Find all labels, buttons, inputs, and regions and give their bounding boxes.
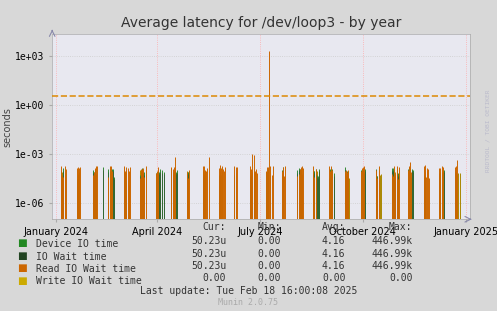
Text: IO Wait time: IO Wait time <box>36 252 106 262</box>
Text: Device IO time: Device IO time <box>36 239 118 249</box>
Y-axis label: seconds: seconds <box>2 107 12 147</box>
Text: RRDTOOL / TOBI OETIKER: RRDTOOL / TOBI OETIKER <box>486 89 491 172</box>
Text: 0.00: 0.00 <box>257 248 281 258</box>
Text: 0.00: 0.00 <box>322 273 345 283</box>
Text: Max:: Max: <box>389 222 413 232</box>
Text: 50.23u: 50.23u <box>191 236 226 246</box>
Text: ■: ■ <box>17 251 27 261</box>
Text: 0.00: 0.00 <box>257 273 281 283</box>
Text: 50.23u: 50.23u <box>191 261 226 271</box>
Text: Avg:: Avg: <box>322 222 345 232</box>
Text: 446.99k: 446.99k <box>371 261 413 271</box>
Text: ■: ■ <box>17 238 27 248</box>
Text: 4.16: 4.16 <box>322 261 345 271</box>
Text: ■: ■ <box>17 276 27 285</box>
Text: Write IO Wait time: Write IO Wait time <box>36 276 142 286</box>
Text: Read IO Wait time: Read IO Wait time <box>36 264 136 274</box>
Text: 0.00: 0.00 <box>257 261 281 271</box>
Text: Last update: Tue Feb 18 16:00:08 2025: Last update: Tue Feb 18 16:00:08 2025 <box>140 286 357 296</box>
Text: 4.16: 4.16 <box>322 248 345 258</box>
Text: Cur:: Cur: <box>203 222 226 232</box>
Text: 0.00: 0.00 <box>257 236 281 246</box>
Title: Average latency for /dev/loop3 - by year: Average latency for /dev/loop3 - by year <box>121 16 401 30</box>
Text: Munin 2.0.75: Munin 2.0.75 <box>219 298 278 307</box>
Text: 446.99k: 446.99k <box>371 236 413 246</box>
Text: 4.16: 4.16 <box>322 236 345 246</box>
Text: 0.00: 0.00 <box>203 273 226 283</box>
Text: Min:: Min: <box>257 222 281 232</box>
Text: 446.99k: 446.99k <box>371 248 413 258</box>
Text: 50.23u: 50.23u <box>191 248 226 258</box>
Text: ■: ■ <box>17 263 27 273</box>
Text: 0.00: 0.00 <box>389 273 413 283</box>
